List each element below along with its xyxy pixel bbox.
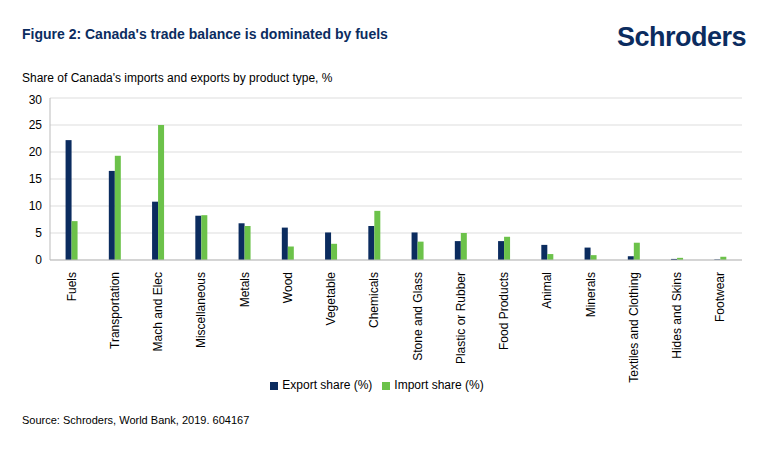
svg-text:Metals: Metals [238, 272, 252, 307]
svg-text:Mach and Elec: Mach and Elec [151, 272, 165, 351]
html-text:Schroders: Schroders [616, 22, 746, 52]
svg-text:Footwear: Footwear [713, 272, 727, 322]
svg-text:Hides and Skins: Hides and Skins [670, 272, 684, 359]
svg-text:Transportation: Transportation [108, 272, 122, 349]
svg-text:Wood: Wood [281, 272, 295, 303]
html-text:Import share (%): Import share (%) [394, 378, 484, 392]
svg-text:Textiles and Clothing: Textiles and Clothing [627, 272, 641, 383]
svg-text:Minerals: Minerals [584, 272, 598, 317]
html-text:Figure 2: Canada's trade balan: Figure 2: Canada's trade balance is domi… [22, 26, 388, 42]
svg-text:30: 30 [29, 93, 43, 107]
svg-text:Chemicals: Chemicals [367, 272, 381, 328]
svg-text:Plastic or Rubber: Plastic or Rubber [454, 272, 468, 364]
svg-text:10: 10 [29, 199, 43, 213]
html-text:Share of Canada's imports and: Share of Canada's imports and exports by… [22, 71, 333, 85]
svg-text:25: 25 [29, 118, 43, 132]
svg-text:5: 5 [35, 226, 42, 240]
html-text:Source: Schroders, World Bank,: Source: Schroders, World Bank, 2019. 604… [22, 414, 250, 426]
svg-text:20: 20 [29, 145, 43, 159]
svg-text:Fuels: Fuels [65, 272, 79, 301]
svg-text:0: 0 [35, 253, 42, 267]
svg-text:Vegetable: Vegetable [324, 272, 338, 326]
svg-text:Animal: Animal [540, 272, 554, 309]
svg-text:Food Products: Food Products [497, 272, 511, 350]
svg-text:15: 15 [29, 172, 43, 186]
html-text:Export share (%): Export share (%) [282, 378, 373, 392]
svg-text:Miscellaneous: Miscellaneous [194, 272, 208, 348]
svg-text:Stone and Glass: Stone and Glass [411, 272, 425, 361]
